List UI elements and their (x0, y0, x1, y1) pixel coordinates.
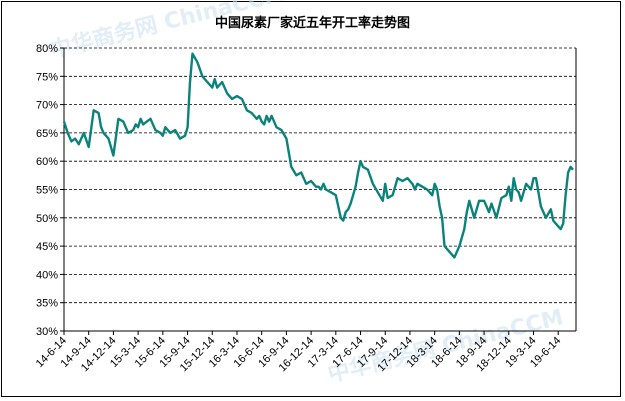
chart-frame (1, 1, 621, 397)
y-tick-label: 65% (36, 128, 58, 140)
y-tick-label: 55% (36, 185, 58, 197)
y-tick-label: 30% (36, 326, 58, 338)
y-tick-label: 60% (36, 156, 58, 168)
grid-lines (64, 47, 576, 304)
series-group (62, 52, 574, 259)
y-tick-label: 50% (36, 213, 58, 225)
y-tick-label: 35% (36, 298, 58, 310)
y-tick-label: 75% (36, 71, 58, 83)
y-tick-label: 80% (36, 43, 58, 55)
y-tick-label: 45% (36, 241, 58, 253)
watermark-top: 中华商务网 ChinaCCM (47, 0, 288, 64)
watermark-group: 中华商务网 ChinaCCM 中华商务网 ChinaCCM (47, 0, 566, 388)
y-tick-label: 70% (36, 100, 58, 112)
y-tick-label: 40% (36, 269, 58, 281)
y-tick-labels: 30% 35% 40% 45% 50% 55% 60% 65% 70% 75% 80% (36, 43, 64, 338)
chart-title: 中国尿素厂家近五年开工率走势图 (214, 16, 410, 31)
series-line (62, 52, 574, 259)
